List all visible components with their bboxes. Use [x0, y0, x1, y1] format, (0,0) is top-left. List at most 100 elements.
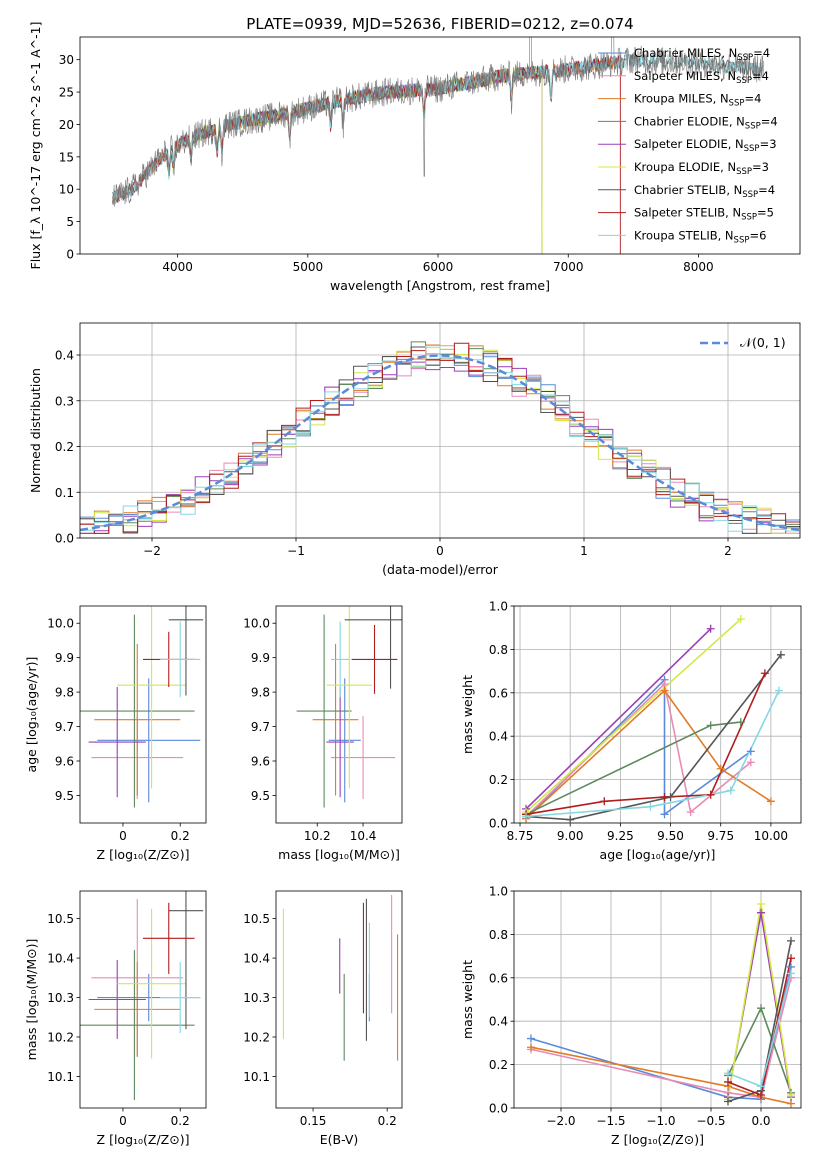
x-tick-label: −2.0 [546, 1114, 575, 1128]
axes-frame [513, 890, 802, 1109]
legend-entry: Kroupa ELODIE, NSSP=3 [634, 160, 769, 177]
y-tick-label: 10.1 [47, 1070, 74, 1084]
y-tick-label: 0.6 [489, 686, 508, 700]
weight-marker [522, 812, 531, 821]
weight-marker [746, 758, 755, 767]
plot-area [514, 891, 801, 1108]
y-tick-label: 1.0 [489, 885, 508, 899]
y-tick-label: 0 [66, 248, 74, 262]
y-tick-label: 0.6 [489, 971, 508, 985]
weight-marker [527, 1043, 535, 1052]
x-tick-label: −1 [287, 544, 305, 558]
axes-frame [79, 36, 801, 255]
x-axis-label: mass [log₁₀(M/M⊙)] [278, 847, 400, 862]
x-tick-label: 4000 [162, 260, 193, 274]
weight-line [530, 966, 792, 1101]
weight-line [530, 977, 792, 1099]
weight-marker [706, 790, 715, 799]
plot-area [296, 606, 402, 808]
spectrum-legend: Chabrier MILES, NSSP=4 Salpeter MILES, NS… [598, 46, 778, 245]
y-tick-label: 10.3 [47, 991, 74, 1005]
axes-frame [275, 605, 403, 824]
y-tick-label: 0.1 [55, 486, 74, 500]
x-tick-label: 0 [119, 829, 127, 843]
x-tick-label: 10.2 [304, 829, 331, 843]
x-tick-label: 10.00 [754, 829, 788, 843]
legend-entry: Salpeter MILES, NSSP=4 [634, 69, 769, 86]
axes-frame [513, 605, 802, 824]
x-tick-label: 9.00 [557, 829, 584, 843]
weight-marker [724, 1069, 732, 1078]
weight-line [727, 958, 792, 1097]
y-tick-label: 0.4 [489, 730, 508, 744]
weight-marker [787, 1090, 795, 1099]
y-tick-label: 0.4 [489, 1015, 508, 1029]
x-tick-label: 6000 [423, 260, 454, 274]
legend-entry: Chabrier MILES, NSSP=4 [634, 46, 770, 63]
y-tick-label: 0.0 [489, 817, 508, 831]
x-tick-label: 0.15 [300, 1114, 327, 1128]
y-tick-label: 0.8 [489, 928, 508, 942]
panel-metallicity-mass-weights: −2.0 −1.5 −1.0 −0.5 0.0 0.0 0.2 0.4 0.6 0.8 1.0 Z [… [460, 885, 802, 1147]
weight-marker [757, 1082, 765, 1091]
axes-frame [275, 890, 403, 1109]
x-tick-label: 0.2 [378, 1114, 397, 1128]
y-tick-label: 10.2 [243, 1030, 270, 1044]
x-tick-label: 0.2 [171, 829, 190, 843]
y-tick-label: 0.2 [489, 1058, 508, 1072]
weight-marker [736, 718, 745, 727]
weight-marker [716, 764, 725, 773]
y-tick-label: 5 [66, 215, 74, 229]
histogram-step [80, 346, 800, 534]
weight-marker [686, 808, 695, 817]
panel-mass-vs-metallicity: 0 0.2 10.1 10.2 10.3 10.4 10.5 Z [log₁₀(Z/Z⊙)] m… [24, 890, 207, 1147]
y-tick-label: 9.9 [55, 651, 74, 665]
weight-marker [746, 747, 755, 756]
x-tick-label: −0.5 [696, 1114, 725, 1128]
y-axis-label: mass [log₁₀(M/M⊙)] [24, 939, 39, 1061]
weight-marker [757, 908, 765, 917]
y-tick-label: 0.0 [55, 532, 74, 546]
x-tick-label: 0 [119, 1114, 127, 1128]
x-tick-label: 1 [580, 544, 588, 558]
x-tick-label: 9.50 [657, 829, 684, 843]
weight-line [525, 628, 712, 810]
y-tick-label: 9.7 [55, 720, 74, 734]
y-axis-label: Flux [f_λ 10^-17 erg cm^-2 s^-1 A^-1] [28, 22, 43, 270]
observed-spectrum-line [112, 37, 764, 207]
y-tick-label: 0.2 [489, 773, 508, 787]
weight-marker [726, 786, 735, 795]
weight-marker [757, 1004, 765, 1013]
panel-mass-vs-extinction: 0.15 0.2 10.1 10.2 10.3 10.4 10.5 E(B-V) [243, 890, 403, 1147]
y-tick-label: 10 [59, 183, 74, 197]
normal-curve [80, 354, 800, 532]
y-tick-label: 10.0 [243, 617, 270, 631]
weight-line [525, 682, 752, 818]
y-tick-label: 9.5 [55, 789, 74, 803]
y-tick-label: 0.0 [489, 1102, 508, 1116]
weight-marker [660, 686, 669, 695]
weight-marker [760, 669, 769, 678]
histogram-step [80, 361, 800, 534]
y-tick-label: 1.0 [489, 600, 508, 614]
x-tick-label: 9.75 [707, 829, 734, 843]
panel-spectrum: 4000 5000 6000 7000 8000 0 5 10 15 20 25 30 waveleng… [28, 22, 801, 293]
y-tick-label: 0.3 [55, 394, 74, 408]
weight-marker [660, 810, 669, 819]
y-tick-label: 10.3 [243, 991, 270, 1005]
y-axis-label: Normed distribution [28, 368, 43, 493]
y-tick-label: 9.9 [251, 651, 270, 665]
y-tick-label: 9.6 [55, 755, 74, 769]
plot-area [112, 37, 764, 254]
legend-entry: Chabrier ELODIE, NSSP=4 [634, 114, 778, 131]
y-tick-label: 10.2 [47, 1030, 74, 1044]
figure-title: PLATE=0939, MJD=52636, FIBERID=0212, z=0… [246, 15, 633, 33]
x-tick-label: 0.2 [171, 1114, 190, 1128]
weight-marker [757, 1090, 765, 1099]
y-axis-label: age [log₁₀(age/yr)] [24, 657, 39, 773]
x-tick-label: 8.75 [507, 829, 534, 843]
x-axis-label: Z [log₁₀(Z/Z⊙)] [97, 847, 190, 862]
x-axis-label: Z [log₁₀(Z/Z⊙)] [611, 1132, 704, 1147]
y-tick-label: 25 [59, 86, 74, 100]
x-tick-label: 2 [724, 544, 732, 558]
